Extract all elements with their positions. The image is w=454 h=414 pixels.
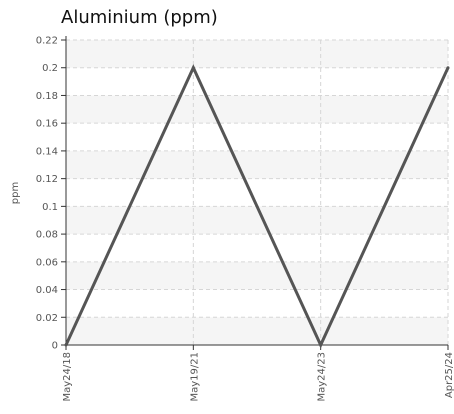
- data-point: [191, 66, 195, 70]
- axes: [61, 36, 449, 350]
- y-tick-label: 0.16: [36, 119, 58, 130]
- y-tick-label: 0.18: [36, 91, 58, 102]
- series-line: [64, 64, 450, 349]
- y-tick-label: 0.04: [36, 285, 58, 296]
- x-tick-label: May24/18: [62, 352, 73, 402]
- background-band: [66, 206, 448, 235]
- data-point: [319, 343, 323, 347]
- y-tick-label: 0.08: [36, 230, 58, 241]
- y-tick-label: 0.06: [36, 257, 58, 268]
- data-point: [446, 66, 450, 70]
- y-tick-label: 0.12: [36, 174, 58, 185]
- y-tick-label: 0: [52, 341, 58, 352]
- y-axis-label: ppm: [10, 182, 21, 204]
- chart-title: Aluminium (ppm): [61, 7, 218, 28]
- data-point: [64, 343, 68, 347]
- background-band: [66, 40, 448, 68]
- y-tick-label: 0.02: [36, 313, 58, 324]
- x-tick-label: May19/21: [189, 352, 200, 402]
- background-band: [66, 95, 448, 124]
- background-band: [66, 317, 448, 345]
- y-tick-labels: 0 0.02 0.04 0.06 0.08 0.1 0.12 0.14 0.16 0.18 0.2 0…: [36, 36, 58, 352]
- x-tick-label: May24/23: [317, 352, 328, 402]
- background-bands: [66, 40, 448, 345]
- x-tick-label: Apr25/24: [444, 352, 454, 398]
- background-band: [66, 261, 448, 290]
- y-tick-label: 0.1: [42, 202, 58, 213]
- background-band: [66, 150, 448, 179]
- y-tick-label: 0.14: [36, 146, 58, 157]
- series-group: [64, 64, 450, 349]
- y-tick-label: 0.2: [42, 63, 58, 74]
- y-tick-label: 0.22: [36, 36, 58, 47]
- x-tick-labels: May24/18 May19/21 May24/23 Apr25/24: [62, 352, 454, 402]
